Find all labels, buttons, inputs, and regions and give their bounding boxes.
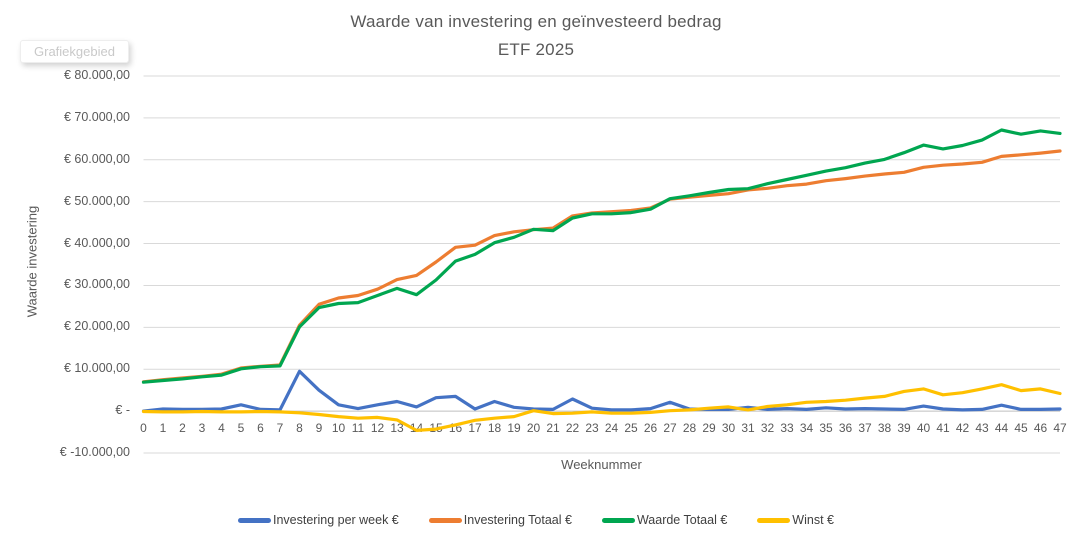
x-tick-label: 44 [994, 421, 1009, 435]
y-axis-tick-labels: € 80.000,00 € 70.000,00 € 60.000,00 € 50.00… [0, 0, 130, 536]
y-tick-label: € - [115, 403, 130, 418]
x-tick-label: 32 [760, 421, 775, 435]
legend: Investering per week € Investering Totaal… [0, 513, 1072, 527]
y-tick-label: € 70.000,00 [63, 109, 130, 124]
y-tick-label: € 20.000,00 [63, 319, 130, 334]
x-tick-label: 25 [624, 421, 638, 435]
x-tick-label: 12 [370, 421, 385, 435]
x-tick-label: 0 [140, 421, 147, 435]
y-tick-label: € -10.000,00 [59, 445, 130, 459]
legend-item-waarde-totaal[interactable]: Waarde Totaal € [601, 513, 728, 527]
legend-swatch-waarde-totaal [601, 517, 635, 523]
legend-label: Investering per week € [273, 513, 399, 527]
chart-title: Waarde van investering en geïnvesteerd b… [0, 8, 1072, 64]
x-axis-title: Weeknummer [561, 457, 642, 472]
x-tick-label: 10 [331, 421, 346, 435]
legend-swatch-investering-per-week [238, 517, 271, 523]
x-tick-label: 5 [237, 421, 245, 435]
x-tick-label: 20 [526, 421, 541, 435]
x-tick-label: 24 [604, 421, 619, 435]
y-tick-label: € 30.000,00 [63, 277, 130, 292]
x-tick-label: 3 [198, 421, 206, 435]
x-tick-label: 13 [390, 421, 404, 435]
x-tick-label: 22 [565, 421, 580, 435]
x-tick-label: 28 [682, 421, 697, 435]
x-tick-label: 21 [546, 421, 560, 435]
x-tick-label: 8 [296, 421, 303, 435]
x-tick-label: 46 [1033, 421, 1048, 435]
x-tick-label: 42 [955, 421, 970, 435]
x-tick-label: 23 [585, 421, 599, 435]
legend-item-investering-per-week[interactable]: Investering per week € [238, 513, 399, 527]
x-tick-label: 45 [1014, 421, 1028, 435]
x-tick-label: 35 [819, 421, 833, 435]
y-tick-label: € 50.000,00 [63, 193, 130, 208]
chart-area-tooltip: Grafiekgebied [20, 40, 129, 63]
x-tick-label: 33 [780, 421, 794, 435]
x-tick-label: 43 [975, 421, 989, 435]
x-tick-label: 9 [315, 421, 323, 435]
x-tick-label: 27 [663, 421, 677, 435]
legend-item-investering-totaal[interactable]: Investering Totaal € [428, 513, 572, 527]
series-line-winst[interactable] [141, 383, 1062, 432]
x-tick-label: 37 [858, 421, 872, 435]
y-tick-label: € 60.000,00 [63, 151, 130, 166]
legend-item-winst[interactable]: Winst € [757, 513, 834, 527]
legend-label: Investering Totaal € [463, 513, 572, 527]
x-tick-label: 36 [838, 421, 853, 435]
x-tick-label: 31 [741, 421, 755, 435]
chart-title-line2: ETF 2025 [497, 40, 575, 59]
legend-swatch-investering-totaal [428, 517, 462, 523]
x-tick-label: 34 [799, 421, 814, 435]
series-line-waarde-totaal[interactable] [141, 128, 1062, 384]
x-tick-label: 39 [897, 421, 911, 435]
y-tick-label: € 10.000,00 [63, 361, 130, 376]
x-tick-label: 30 [721, 421, 736, 435]
x-tick-label: 2 [179, 421, 186, 435]
x-tick-label: 1 [159, 421, 167, 435]
y-tick-label: € 40.000,00 [63, 235, 130, 250]
x-tick-label: 19 [507, 421, 521, 435]
series-line-investering-per-week[interactable] [141, 369, 1062, 413]
x-tick-label: 47 [1053, 421, 1067, 435]
x-tick-label: 40 [916, 421, 931, 435]
legend-label: Winst € [792, 513, 834, 527]
x-tick-label: 18 [487, 421, 502, 435]
x-tick-label: 7 [276, 421, 284, 435]
chart-title-line1: Waarde van investering en geïnvesteerd b… [350, 12, 722, 31]
x-tick-label: 38 [877, 421, 892, 435]
y-tick-label: € 80.000,00 [63, 68, 130, 82]
x-tick-label: 26 [643, 421, 658, 435]
x-tick-label: 17 [468, 421, 482, 435]
x-tick-label: 11 [351, 421, 365, 435]
x-tick-label: 6 [257, 421, 264, 435]
legend-swatch-winst [757, 517, 791, 523]
x-tick-label: 41 [936, 421, 950, 435]
legend-label: Waarde Totaal € [636, 513, 728, 527]
series-line-investering-totaal[interactable] [141, 149, 1062, 384]
x-tick-label: 4 [218, 421, 225, 435]
x-tick-label: 29 [702, 421, 716, 435]
